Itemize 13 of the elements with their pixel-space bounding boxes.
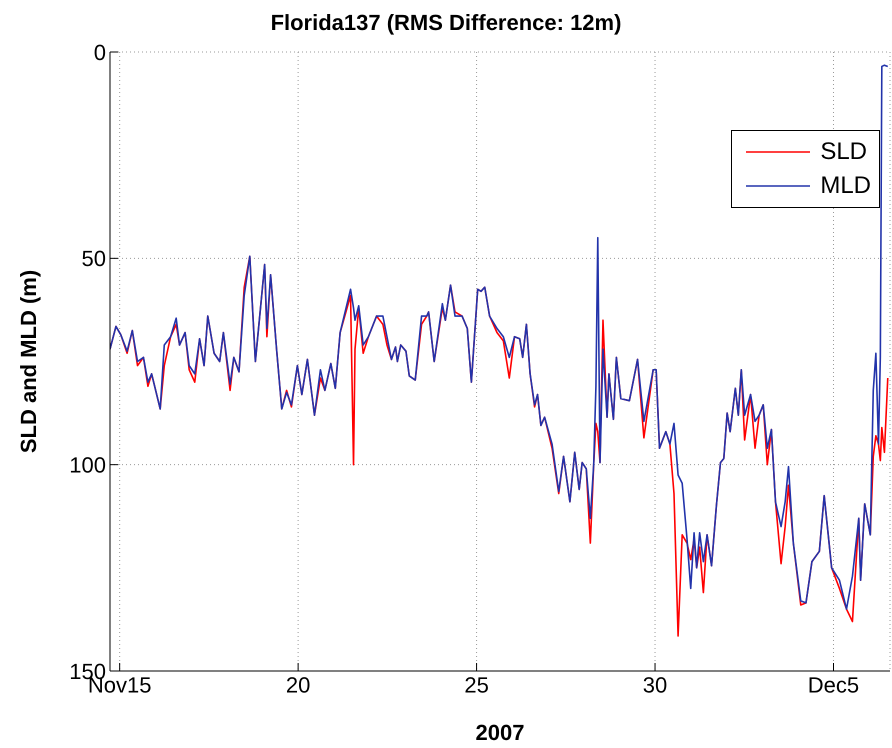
line-series <box>110 64 889 610</box>
x-tick-label: Dec5 <box>808 672 860 698</box>
y-tick-label: 100 <box>69 452 106 478</box>
chart-title: Florida137 (RMS Difference: 12m) <box>270 10 622 36</box>
y-tick-label: 0 <box>94 40 106 65</box>
x-tick-label: 20 <box>286 672 310 698</box>
legend-label: MLD <box>820 171 871 201</box>
y-tick-label: 50 <box>82 246 106 272</box>
y-axis-title: SLD and MLD (m) <box>16 270 41 454</box>
x-tick-label: 30 <box>642 672 668 698</box>
x-axis-title: 2007 <box>476 720 524 745</box>
legend-label: SLD <box>820 137 868 167</box>
x-tick-label: 25 <box>464 672 489 698</box>
